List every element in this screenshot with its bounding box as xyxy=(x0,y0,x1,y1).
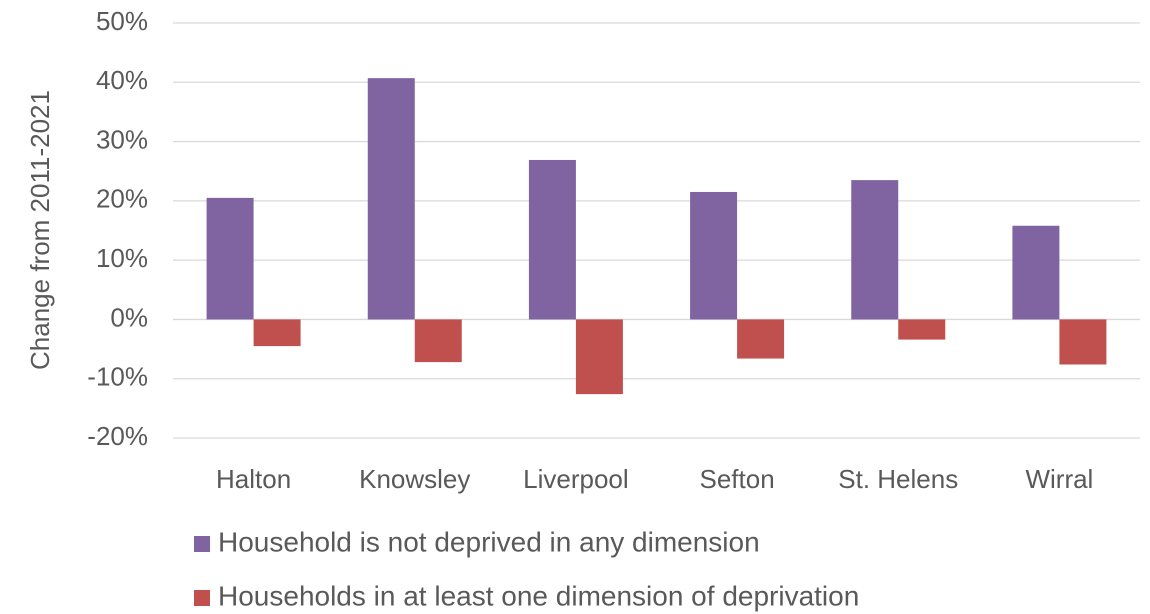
x-tick-label: Knowsley xyxy=(359,464,470,494)
y-tick-label: -20% xyxy=(87,421,148,451)
x-tick-label: Wirral xyxy=(1025,464,1093,494)
bar xyxy=(898,319,946,340)
bar xyxy=(737,319,785,359)
bar xyxy=(367,78,415,320)
y-tick-label: 50% xyxy=(96,6,148,36)
legend-label: Households in at least one dimension of … xyxy=(218,580,859,611)
legend-label: Household is not deprived in any dimensi… xyxy=(218,526,760,557)
bar xyxy=(253,319,301,347)
x-tick-label: Sefton xyxy=(699,464,774,494)
y-tick-label: -10% xyxy=(87,362,148,392)
y-tick-label: 0% xyxy=(110,302,148,332)
legend-swatch xyxy=(194,536,210,552)
bar xyxy=(690,191,738,320)
bar xyxy=(1012,225,1060,320)
bar xyxy=(575,319,623,395)
legend-swatch xyxy=(194,590,210,606)
bar xyxy=(528,159,576,320)
x-tick-label: Halton xyxy=(216,464,291,494)
bar xyxy=(414,319,462,363)
y-tick-label: 10% xyxy=(96,243,148,273)
y-axis-title: Change from 2011-2021 xyxy=(25,90,55,370)
y-tick-label: 40% xyxy=(96,65,148,95)
y-tick-label: 30% xyxy=(96,124,148,154)
x-tick-label: St. Helens xyxy=(838,464,958,494)
bar xyxy=(1059,319,1107,365)
bar xyxy=(851,180,899,320)
x-tick-label: Liverpool xyxy=(523,464,629,494)
bar xyxy=(206,197,254,320)
y-tick-label: 20% xyxy=(96,184,148,214)
